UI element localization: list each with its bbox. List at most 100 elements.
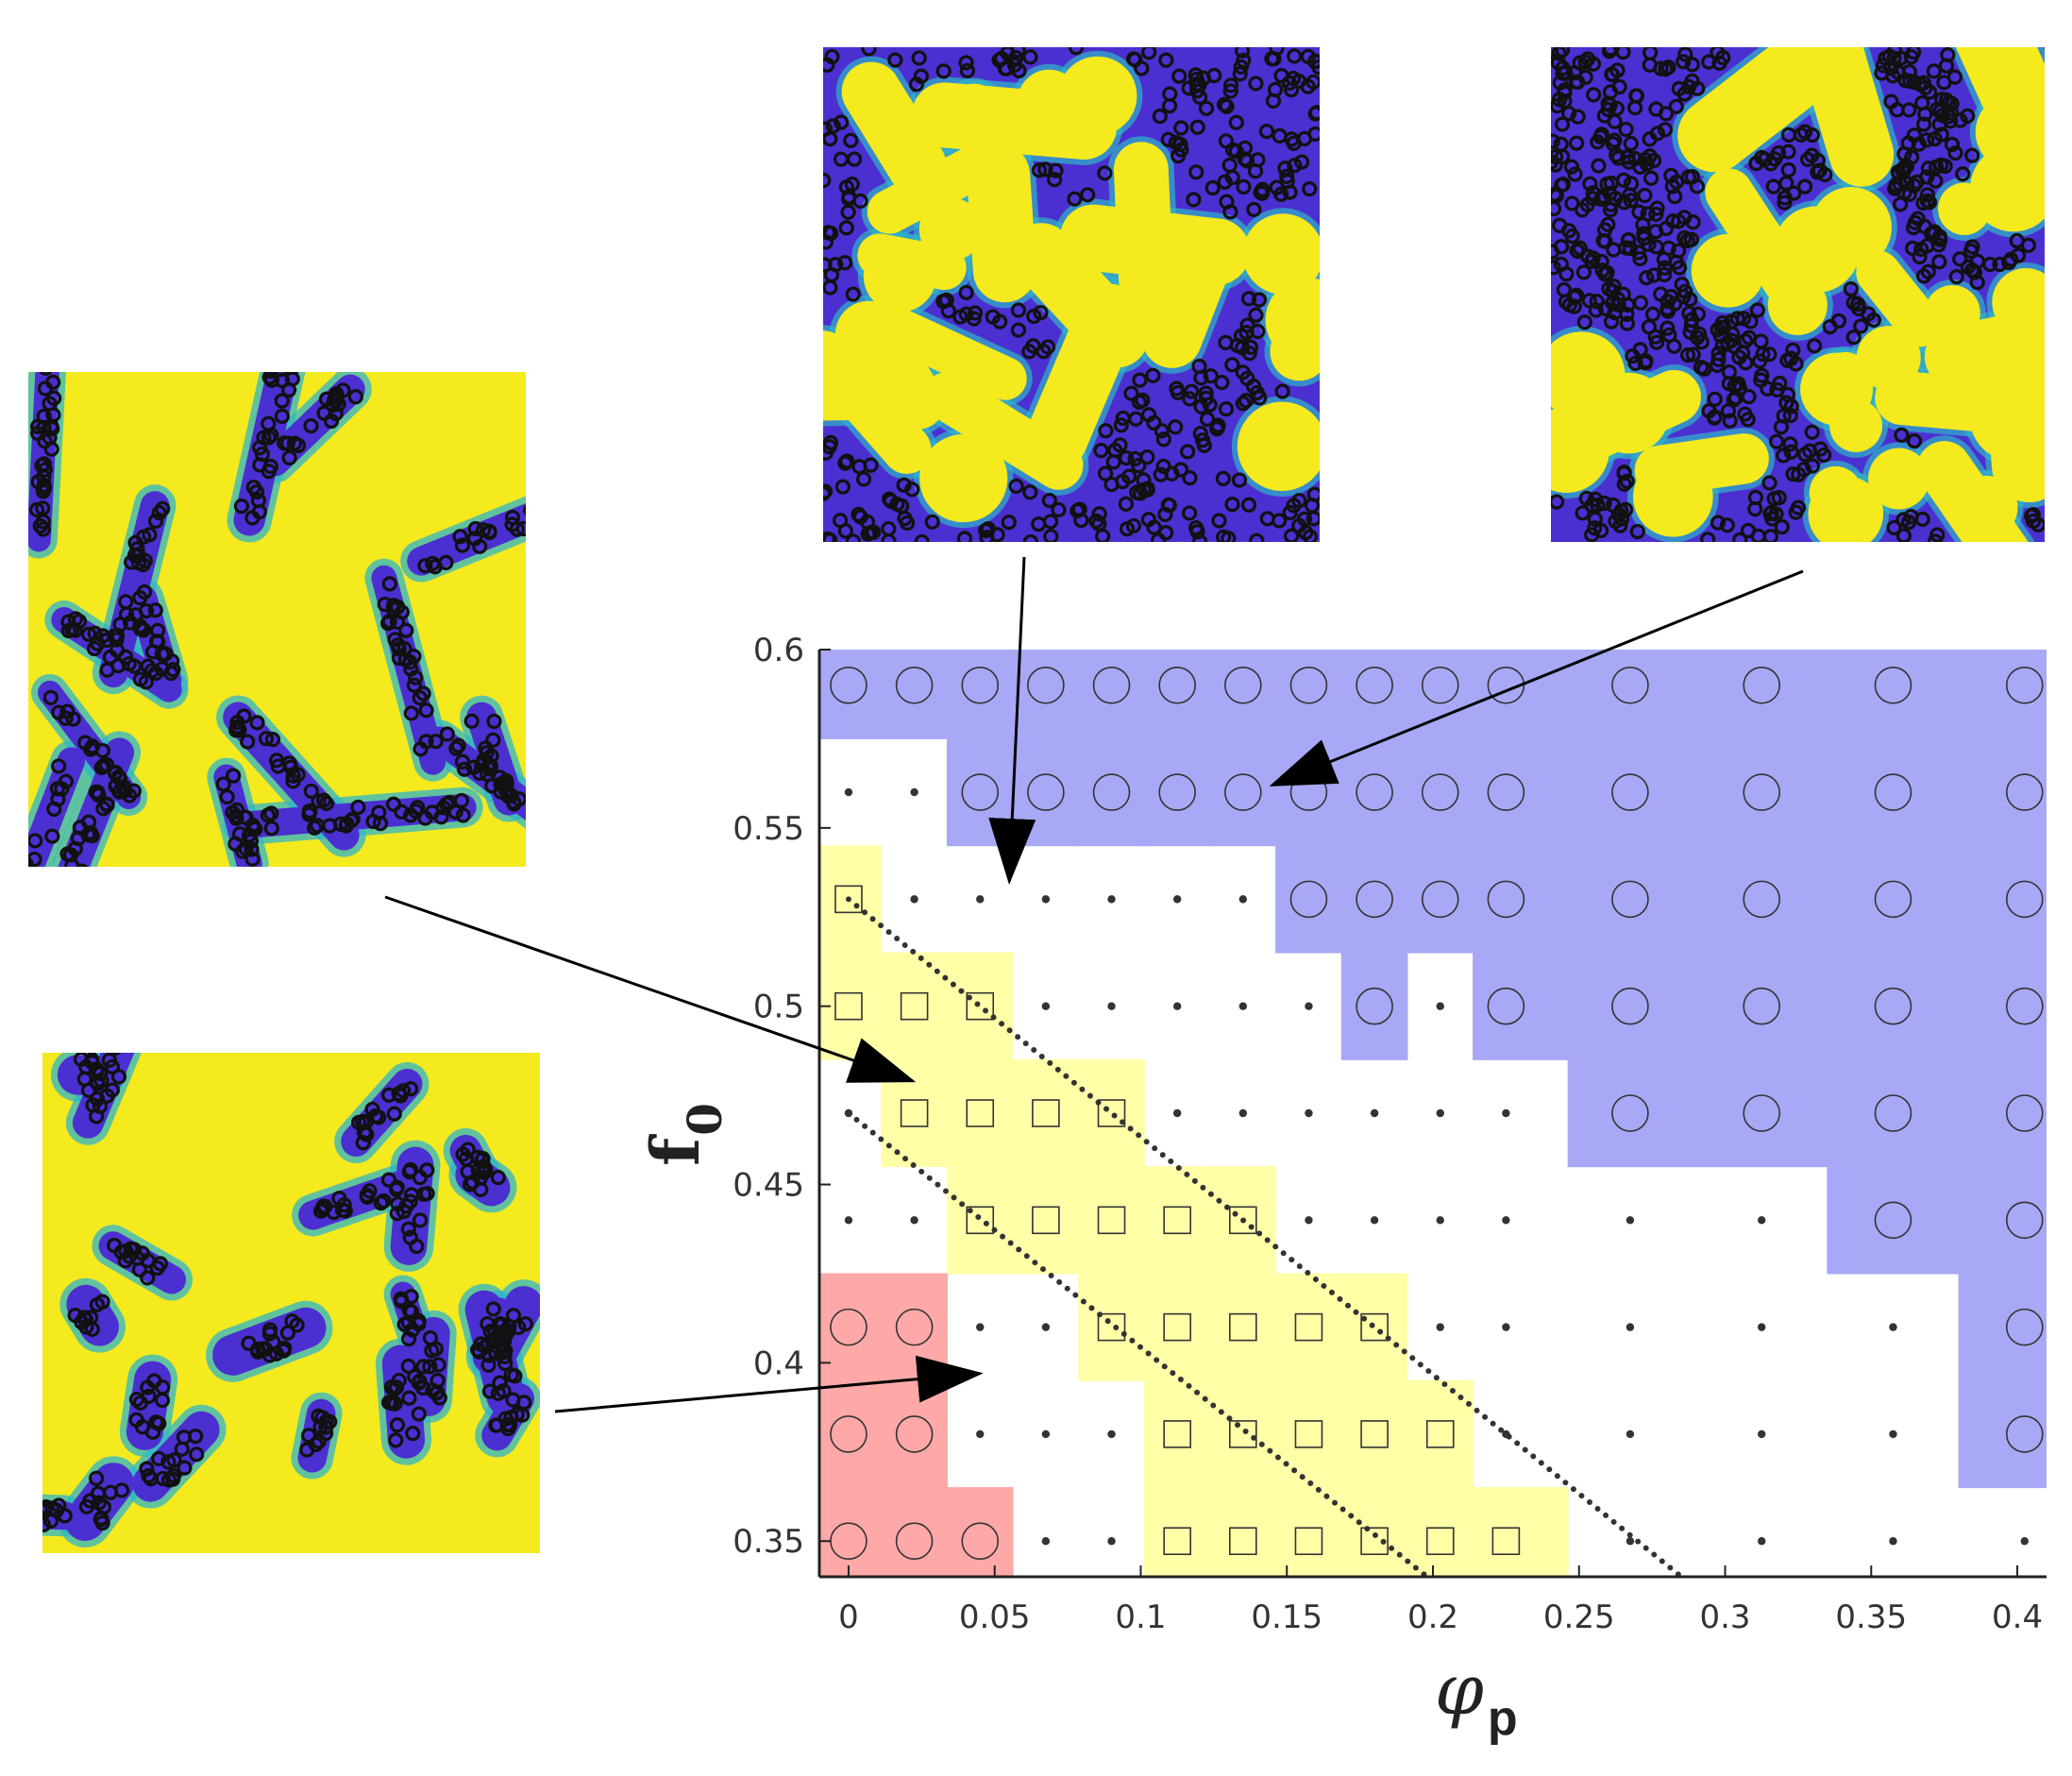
blue-region-cell [1827, 1058, 1960, 1168]
circle-marker [1092, 666, 1131, 704]
square-marker [834, 885, 863, 914]
square-marker [1097, 1099, 1126, 1127]
square-marker [1360, 1312, 1389, 1342]
yellow-region-cell [1012, 1166, 1080, 1275]
dot-marker [1758, 1537, 1766, 1546]
blue-region-cell [1407, 737, 1474, 847]
markers [830, 666, 2044, 1561]
red-region-cell [819, 1273, 883, 1381]
dot-marker [1436, 1216, 1444, 1225]
circle-marker [830, 1415, 868, 1453]
circle-marker [961, 666, 1000, 704]
red-region-cell [881, 1273, 948, 1381]
red-region-cell [881, 1379, 948, 1489]
blue-region-cell [1473, 650, 1569, 739]
blue-region-cell [1473, 845, 1569, 954]
phase-diagram-plot: 0 0.05 0.1 0.15 0.2 0.25 0.3 0.35 0.4 0.35 0.4 0.45… [733, 632, 2047, 1636]
blue-region-cell [1473, 952, 1569, 1060]
circle-marker [1874, 773, 1912, 811]
dot-marker [1041, 1323, 1051, 1331]
blue-region-cell [1567, 845, 1697, 954]
yellow-region-cell [881, 1058, 948, 1168]
circle-marker [1611, 1094, 1649, 1132]
circle-marker [1611, 880, 1649, 919]
square-marker [834, 991, 863, 1021]
circle-marker [1289, 880, 1328, 919]
snapshot-panel-bottom-left [42, 1053, 540, 1553]
x-axis-title: φp [1435, 1649, 1518, 1746]
square-marker [1032, 1099, 1060, 1127]
circle-marker [961, 1522, 1000, 1561]
square-marker [1360, 1527, 1389, 1556]
circle-marker [1874, 1094, 1912, 1132]
red-region-cell [881, 1487, 948, 1577]
circle-marker [2005, 1308, 2044, 1346]
circle-marker [1356, 773, 1393, 811]
square-marker [1163, 1312, 1191, 1342]
circle-marker [830, 1308, 868, 1346]
snapshot-arrows [384, 556, 1804, 1413]
dot-marker [910, 787, 918, 797]
yellow-region-cell [1209, 1379, 1277, 1489]
yellow-region-cell [1078, 1058, 1145, 1168]
y-tick-label: 0.5 [753, 989, 804, 1026]
dot-marker [1436, 1323, 1444, 1331]
circle-marker [1487, 773, 1525, 811]
dot-marker [1889, 1323, 1897, 1331]
blue-region-cell [819, 650, 883, 739]
square-marker [900, 1099, 929, 1127]
dot-marker [1305, 1108, 1313, 1118]
dot-marker [1626, 1429, 1635, 1439]
circle-marker [2005, 1415, 2044, 1453]
blue-region-cell [1695, 650, 1828, 739]
blue-region-cell [1567, 952, 1697, 1060]
dot-marker [1502, 1216, 1510, 1225]
blue-region-cell [1695, 845, 1828, 954]
blue-region-cell [1958, 650, 2047, 739]
square-marker [1229, 1312, 1257, 1342]
blue-region-cell [946, 737, 1014, 847]
dot-marker [1502, 1323, 1510, 1331]
circle-marker [1743, 1094, 1781, 1132]
yellow-region-cell [1340, 1379, 1408, 1489]
blue-region-cell [1695, 952, 1828, 1060]
dot-marker [1305, 1216, 1313, 1225]
dotted-boundary-line-2 [845, 1110, 1430, 1577]
dot-marker [1041, 1537, 1051, 1546]
yellow-region-cell [1012, 1058, 1080, 1168]
dot-marker [1107, 1002, 1116, 1010]
square-marker [1032, 1206, 1060, 1235]
square-marker [966, 1206, 995, 1235]
dot-marker [1041, 1002, 1051, 1010]
dot-marker [1238, 895, 1248, 904]
circle-marker [2005, 773, 2044, 811]
dot-marker [844, 1216, 853, 1225]
circle-marker [895, 666, 934, 704]
blue-region-cell [1078, 650, 1145, 739]
yellow-region-cell [1209, 1273, 1277, 1381]
blue-region-cell [1958, 1166, 2047, 1275]
yellow-region-cell [1078, 1273, 1145, 1381]
x-tick-label: 0.2 [1407, 1598, 1458, 1636]
square-marker [1163, 1420, 1191, 1448]
circle-marker [1487, 666, 1525, 704]
dot-marker [1041, 1429, 1051, 1439]
x-tick-label: 0.4 [1992, 1598, 2043, 1636]
yellow-region-cell [1078, 1166, 1145, 1275]
blue-region-cell [1340, 650, 1408, 739]
square-marker [1360, 1420, 1389, 1448]
dot-marker [1758, 1323, 1766, 1331]
square-marker [1294, 1420, 1323, 1448]
blue-region-cell [1143, 737, 1211, 847]
x-tick-label: 0.35 [1835, 1598, 1907, 1636]
dot-marker [1758, 1429, 1766, 1439]
circle-marker [1874, 1201, 1912, 1240]
dot-marker [1305, 1002, 1313, 1010]
blue-region-cell [1012, 737, 1080, 847]
circle-marker [2005, 880, 2044, 919]
dot-marker [1626, 1323, 1635, 1331]
dot-marker [910, 1216, 918, 1225]
square-marker [1163, 1206, 1191, 1235]
yellow-region-cell [1209, 1487, 1277, 1577]
